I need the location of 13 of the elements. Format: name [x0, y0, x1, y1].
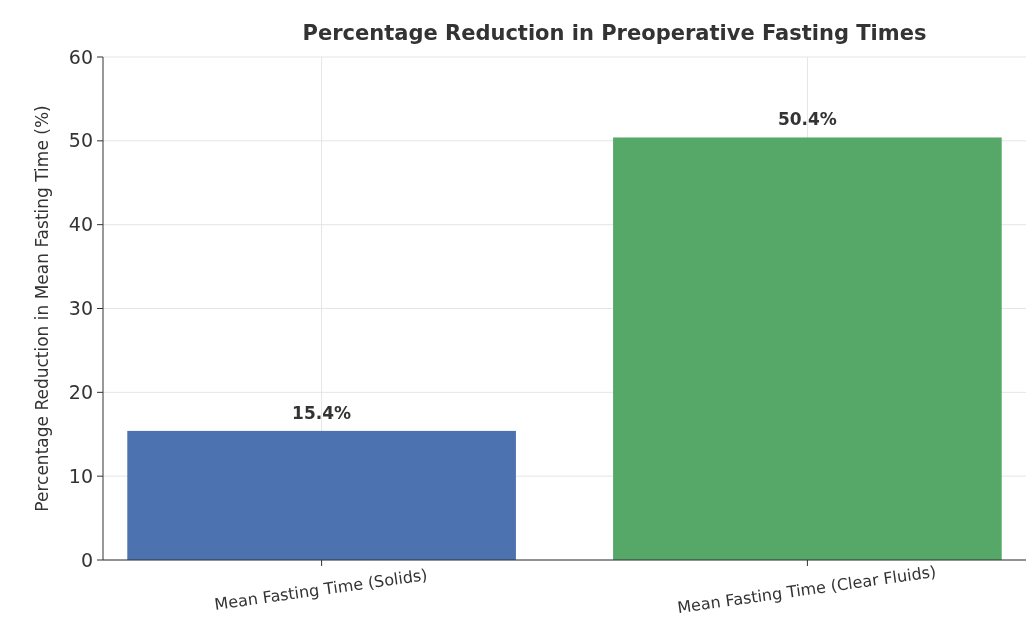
- y-tick-label: 10: [68, 464, 93, 487]
- y-tick-label: 50: [68, 129, 93, 152]
- y-axis-title: Percentage Reduction in Mean Fasting Time (%): [32, 105, 52, 512]
- x-tick-label: Mean Fasting Time (Clear Fluids): [676, 561, 938, 618]
- y-tick-label: 20: [68, 380, 93, 403]
- y-tick-label: 0: [80, 548, 93, 571]
- y-tick-label: 30: [68, 297, 93, 320]
- data-label: 50.4%: [777, 109, 837, 130]
- chart-title: Percentage Reduction in Preoperative Fasting Times: [302, 21, 927, 45]
- data-label: 15.4%: [292, 402, 352, 423]
- y-tick-label: 60: [68, 45, 93, 68]
- y-tick-label: 40: [68, 213, 93, 236]
- x-tick-label: Mean Fasting Time (Solids): [213, 565, 429, 614]
